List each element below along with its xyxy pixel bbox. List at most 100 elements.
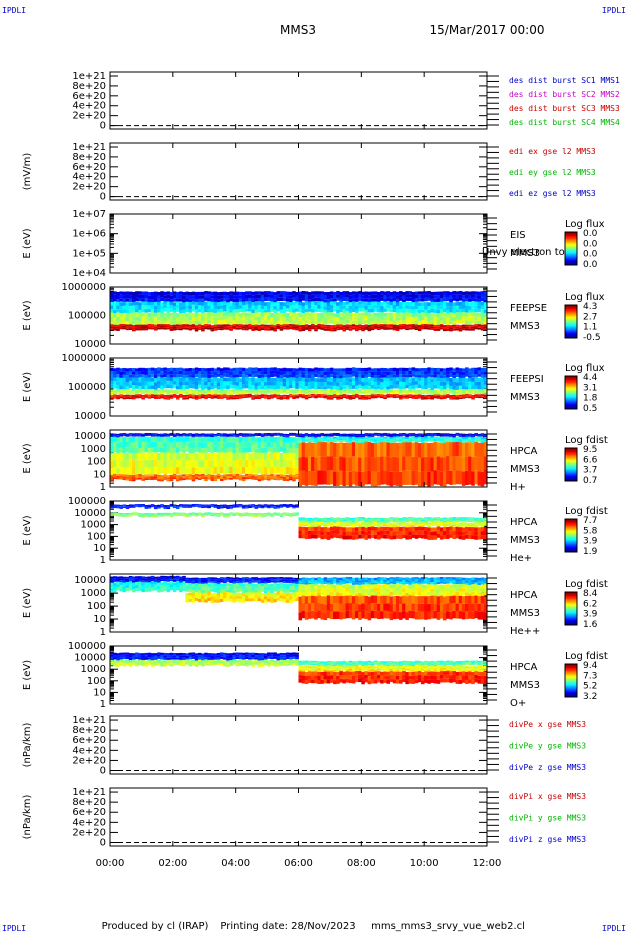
spectrogram-cell bbox=[248, 291, 252, 295]
spectrogram-cell bbox=[333, 395, 337, 397]
spectrogram-cell bbox=[452, 385, 456, 390]
spectrogram-cell bbox=[282, 392, 287, 394]
spectrogram-cell bbox=[226, 506, 230, 508]
spectrogram-cell bbox=[301, 470, 306, 485]
spectrogram-cell bbox=[386, 294, 391, 298]
spectrogram-cell bbox=[270, 459, 274, 468]
spectrogram-cell bbox=[113, 298, 117, 302]
spectrogram-cell bbox=[430, 442, 434, 458]
spectrogram-cell bbox=[292, 397, 296, 399]
spectrogram-cell bbox=[370, 395, 375, 398]
spectrogram-cell bbox=[138, 367, 142, 372]
spectrogram-cell bbox=[424, 312, 428, 317]
spectrogram-cell bbox=[386, 301, 391, 305]
spectrogram-cell bbox=[389, 396, 394, 398]
spectrogram-cell bbox=[411, 317, 416, 322]
spectrogram-cell bbox=[452, 324, 456, 327]
spectrogram-cell bbox=[219, 452, 224, 460]
spectrogram-cell bbox=[348, 320, 353, 325]
spectrogram-cell bbox=[449, 436, 453, 439]
spectrogram-cell bbox=[251, 446, 255, 452]
spectrogram-cell bbox=[169, 304, 174, 309]
spectrogram-cell bbox=[414, 396, 419, 398]
spectrogram-cell bbox=[223, 308, 227, 312]
spectrogram-cell bbox=[351, 294, 356, 299]
spectrogram-cell bbox=[169, 395, 174, 398]
spectrogram-cell bbox=[245, 394, 249, 396]
spectrogram-cell bbox=[474, 396, 478, 398]
spectrogram-cell bbox=[395, 306, 400, 310]
spectrogram-cell bbox=[131, 374, 136, 379]
spectrogram-cell bbox=[116, 374, 120, 378]
spectrogram-cell bbox=[110, 513, 114, 515]
spectrogram-cell bbox=[260, 291, 265, 295]
spectrogram-cell bbox=[414, 309, 419, 313]
spectrogram-cell bbox=[141, 474, 145, 477]
spectrogram-cell bbox=[436, 434, 441, 436]
spectrogram-cell bbox=[471, 316, 475, 320]
spectrogram-cell bbox=[471, 433, 475, 436]
spectrogram-cell bbox=[311, 301, 315, 306]
spectrogram-cell bbox=[188, 305, 193, 310]
spectrogram-cell bbox=[348, 382, 353, 387]
spectrogram-cell bbox=[405, 456, 409, 471]
spectrogram-cell bbox=[150, 436, 155, 442]
spectrogram-cell bbox=[122, 478, 127, 481]
spectrogram-cell bbox=[408, 305, 412, 310]
spectrogram-cell bbox=[421, 377, 425, 382]
spectrogram-cell bbox=[254, 373, 259, 377]
spectrogram-cell bbox=[417, 302, 422, 307]
spectrogram-cell bbox=[197, 313, 202, 318]
spectrogram-cell bbox=[226, 316, 230, 321]
spectrogram-cell bbox=[474, 381, 478, 386]
spectrogram-cell bbox=[163, 433, 167, 435]
spectrogram-cell bbox=[348, 371, 353, 375]
spectrogram-cell bbox=[122, 514, 127, 516]
spectrogram-cell bbox=[405, 294, 409, 298]
spectrogram-cell bbox=[361, 457, 365, 472]
spectrogram-cell bbox=[377, 299, 381, 303]
spectrogram-cell bbox=[245, 396, 249, 398]
spectrogram-cell bbox=[119, 302, 123, 306]
spectrogram-cell bbox=[260, 374, 265, 378]
spectrogram-cell bbox=[263, 442, 268, 448]
spectrogram-cell bbox=[138, 294, 142, 298]
spectrogram-cell bbox=[424, 390, 428, 393]
spectrogram-cell bbox=[414, 305, 419, 310]
spectrogram-cell bbox=[110, 433, 114, 435]
colorbar-frame bbox=[564, 375, 578, 410]
spectrogram-cell bbox=[370, 471, 375, 487]
spectrogram-cell bbox=[138, 513, 142, 515]
spectrogram-cell bbox=[329, 456, 334, 471]
spectrogram-cell bbox=[163, 380, 167, 385]
spectrogram-cell bbox=[285, 291, 290, 296]
spectrogram-cell bbox=[483, 295, 488, 300]
spectrogram-cell bbox=[320, 326, 325, 329]
spectrogram-cell bbox=[292, 453, 296, 461]
spectrogram-cell bbox=[292, 448, 296, 454]
spectrogram-cell bbox=[339, 470, 343, 485]
spectrogram-cell bbox=[430, 295, 434, 299]
spectrogram-cell bbox=[361, 308, 365, 312]
spectrogram-cell bbox=[182, 437, 186, 443]
spectrogram-cell bbox=[251, 390, 255, 393]
spectrogram-cell bbox=[122, 389, 127, 391]
spectrogram-cell bbox=[289, 319, 293, 324]
spectrogram-cell bbox=[163, 377, 167, 381]
spectrogram-cell bbox=[216, 389, 221, 392]
spectrogram-cell bbox=[282, 367, 287, 371]
spectrogram-cell bbox=[452, 435, 456, 437]
spectrogram-cell bbox=[392, 301, 397, 305]
spectrogram-cell bbox=[402, 385, 406, 390]
spectrogram-cell bbox=[210, 434, 215, 436]
spectrogram-cell bbox=[160, 312, 164, 317]
colorbar-cell bbox=[565, 248, 577, 251]
spectrogram-cell bbox=[141, 504, 145, 506]
spacecraft-title: MMS3 bbox=[280, 23, 316, 37]
spectrogram-cell bbox=[411, 299, 416, 303]
spectrogram-cell bbox=[389, 395, 394, 397]
spectrogram-cell bbox=[248, 373, 252, 377]
spectrogram-cell bbox=[125, 291, 130, 295]
spectrogram-cell bbox=[458, 470, 463, 485]
spectrogram-cell bbox=[295, 371, 299, 376]
